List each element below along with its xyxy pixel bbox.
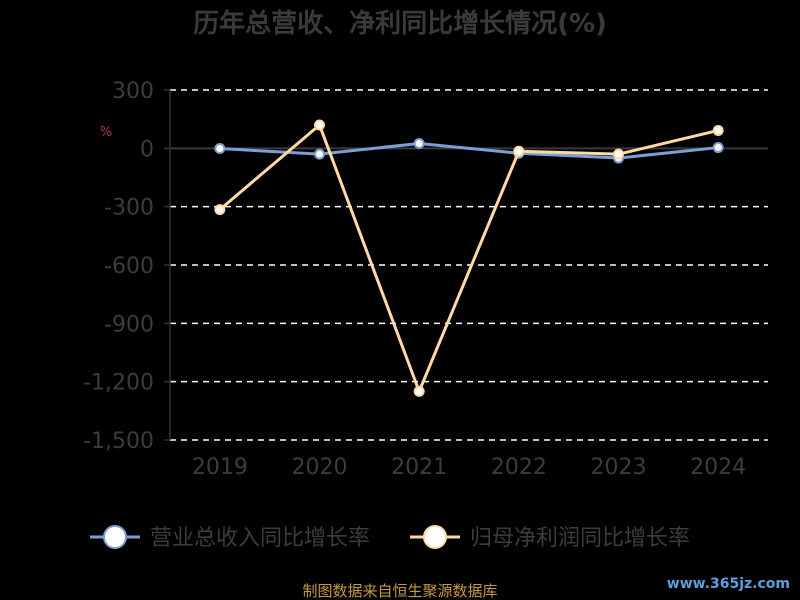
legend-marker — [103, 525, 127, 549]
y-tick-label: 300 — [112, 79, 154, 104]
series-line-0 — [219, 141, 719, 160]
x-tick-label: 2021 — [391, 455, 447, 480]
data-point[interactable] — [214, 204, 226, 216]
data-point[interactable] — [712, 142, 724, 154]
x-tick-label: 2023 — [591, 455, 647, 480]
y-tick-label: -1,500 — [83, 429, 154, 454]
y-tick-label: -1,200 — [83, 371, 154, 396]
axes: 300 0 -300 -600 -900 -1,200 -1,500 2019 2020 2021… — [83, 79, 768, 480]
x-tick-label: 2024 — [690, 455, 746, 480]
data-point[interactable] — [513, 145, 525, 157]
data-point[interactable] — [214, 143, 226, 155]
data-point[interactable] — [413, 385, 425, 397]
y-tick-label: -600 — [104, 254, 154, 279]
data-point[interactable] — [314, 148, 325, 160]
chart-title: 历年总营收、净利同比增长情况(%) — [193, 8, 607, 39]
data-point[interactable] — [613, 148, 624, 160]
data-point[interactable] — [413, 137, 425, 149]
legend-marker — [423, 525, 447, 549]
series-layer — [214, 119, 724, 397]
data-point[interactable] — [314, 119, 325, 131]
legend-label: 营业总收入同比增长率 — [150, 526, 370, 551]
x-tick-label: 2019 — [192, 455, 248, 480]
data-point[interactable] — [712, 124, 724, 136]
unit-mark: % — [100, 125, 112, 140]
series-line-1 — [218, 123, 719, 393]
x-tick-label: 2022 — [491, 455, 547, 480]
y-tick-label: 0 — [140, 137, 154, 162]
y-tick-label: -300 — [104, 196, 154, 221]
y-tick-label: -900 — [104, 312, 154, 337]
grid — [170, 89, 768, 441]
x-tick-label: 2020 — [292, 455, 348, 480]
legend-item-1[interactable]: 归母净利润同比增长率 — [410, 525, 690, 551]
source-note: 制图数据来自恒生聚源数据库 — [302, 582, 497, 600]
legend-item-0[interactable]: 营业总收入同比增长率 — [90, 525, 370, 551]
legend[interactable]: 营业总收入同比增长率 归母净利润同比增长率 — [90, 525, 690, 551]
watermark: www.365jz.com — [667, 576, 790, 592]
legend-label: 归母净利润同比增长率 — [470, 526, 690, 551]
